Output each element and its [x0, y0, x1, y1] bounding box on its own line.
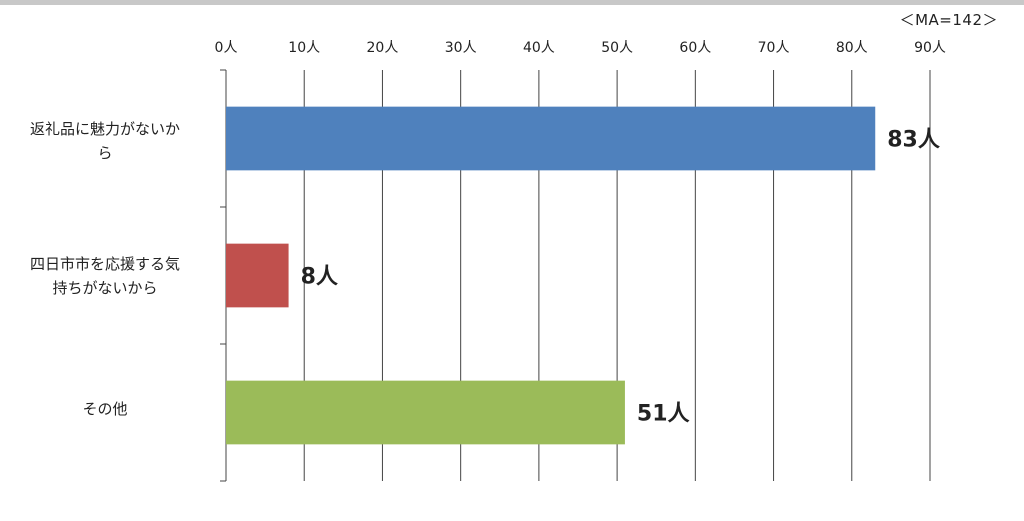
x-tick-label-2: 20人 — [367, 40, 399, 56]
x-tick-label-4: 40人 — [523, 40, 555, 56]
value-label-0: 83人 — [887, 128, 940, 153]
x-tick-label-0: 0人 — [215, 40, 238, 56]
x-tick-label-3: 30人 — [445, 40, 477, 56]
value-label-2: 51人 — [637, 402, 690, 427]
bar-0 — [226, 106, 876, 171]
x-tick-label-5: 50人 — [601, 40, 633, 56]
x-tick-label-1: 10人 — [288, 40, 320, 56]
top-border — [0, 0, 1024, 5]
bar-1 — [226, 243, 289, 308]
sample-size-note: ＜MA=142＞ — [899, 11, 998, 29]
value-label-1: 8人 — [301, 265, 338, 290]
x-tick-label-6: 60人 — [679, 40, 711, 56]
x-tick-label-8: 80人 — [836, 40, 868, 56]
bar-2 — [226, 380, 625, 445]
category-label-2: その他 — [82, 400, 128, 418]
category-label-1: 四日市市を応援する気 持ちがないから — [29, 255, 180, 297]
x-tick-label-7: 70人 — [758, 40, 790, 56]
category-label-0: 返礼品に魅力がないか ら — [29, 120, 180, 162]
x-tick-label-9: 90人 — [914, 40, 946, 56]
